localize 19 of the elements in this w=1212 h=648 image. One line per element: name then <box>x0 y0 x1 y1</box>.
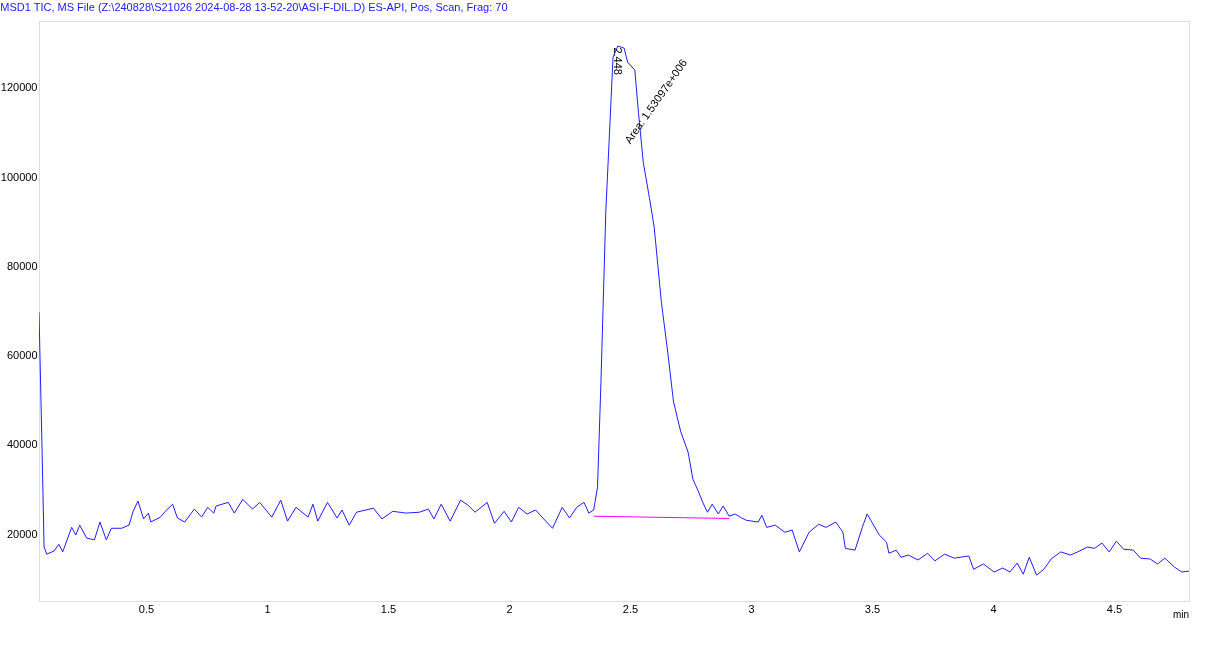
x-tick-label: 0.5 <box>138 602 155 615</box>
y-tick-label: 120000 <box>0 81 38 94</box>
x-tick-label: 4 <box>990 602 997 615</box>
x-tick-label: 3 <box>748 602 755 615</box>
x-tick-label: 1 <box>264 602 271 615</box>
x-tick-label: 2.5 <box>622 602 639 615</box>
x-tick-label: 4.5 <box>1106 602 1123 615</box>
line-series <box>39 45 1189 576</box>
y-tick-label: 20000 <box>6 527 38 540</box>
x-axis-title: min <box>1172 609 1189 620</box>
x-tick-label: 3.5 <box>864 602 881 615</box>
x-tick-label: 2 <box>506 602 513 615</box>
y-tick-label: 40000 <box>6 438 38 451</box>
y-tick-label: 60000 <box>6 349 38 362</box>
y-tick-label: 100000 <box>0 170 38 183</box>
chart-title: MSD1 TIC, MS File (Z:\240828\S21026 2024-08-28 13-52-20\ASI-F-DIL.D) ES-API, Pos, Scan, Frag: 70 <box>0 1 508 13</box>
annotation: 2.448 <box>612 47 625 75</box>
x-tick-label: 1.5 <box>380 602 397 615</box>
y-tick-label: 80000 <box>6 259 38 272</box>
